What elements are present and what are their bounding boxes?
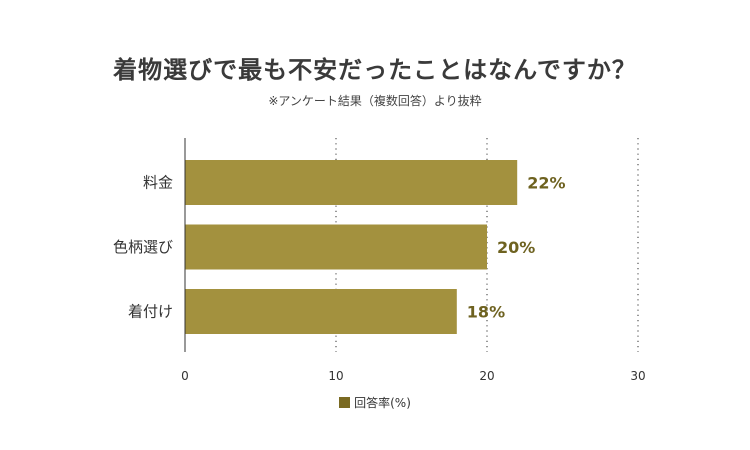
x-tick-label: 10	[328, 369, 343, 383]
x-tick-label: 20	[479, 369, 494, 383]
value-labels: 22% 20% 18%	[467, 174, 566, 322]
bar	[185, 160, 518, 205]
category-label: 着付け	[128, 303, 173, 321]
legend-label: 回答率(%)	[354, 396, 411, 410]
category-label: 色柄選び	[113, 238, 173, 256]
chart-title: 着物選びで最も不安だったことはなんですか？	[113, 56, 637, 84]
bar	[185, 224, 487, 270]
x-tick-labels: 0 10 20 30	[181, 369, 645, 383]
value-label: 22%	[527, 174, 565, 193]
legend: 回答率(%)	[0, 394, 750, 411]
category-label: 料金	[143, 174, 173, 192]
legend-swatch	[339, 397, 351, 408]
bars	[185, 160, 518, 334]
x-tick-label: 0	[181, 369, 189, 383]
value-label: 20%	[497, 238, 535, 257]
bar	[185, 289, 457, 334]
value-label: 18%	[467, 303, 505, 322]
chart-subtitle: ※アンケート結果（複数回答）より抜粋	[268, 94, 482, 108]
x-tick-label: 30	[630, 369, 645, 383]
